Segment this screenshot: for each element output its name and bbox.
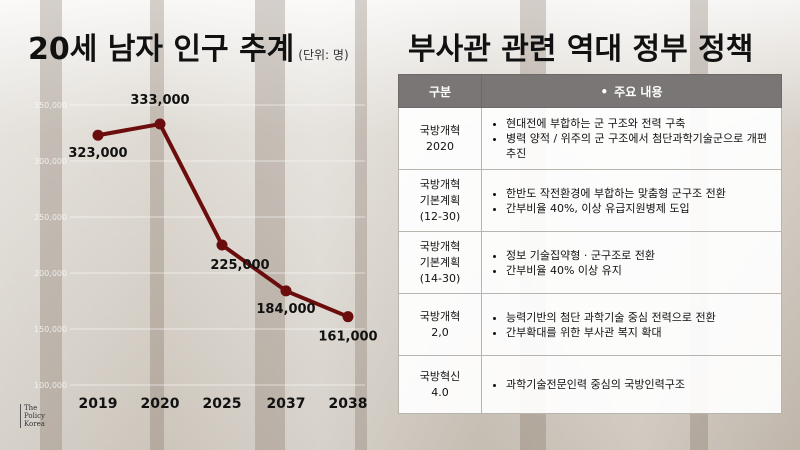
y-tick-label: 100,000 [34,381,67,390]
policy-content: 현대전에 부합하는 군 구조와 전력 구축병력 양적 / 위주의 군 구조에서 … [481,107,782,170]
policy-category-line: 2,0 [431,325,449,339]
header-category: 구분 [398,74,482,108]
policy-content: 한반도 작전환경에 부합하는 맞춤형 군구조 전환간부비율 40%, 이상 유급… [481,169,782,232]
logo-line-1: The [24,404,38,412]
table-title: 부사관 관련 역대 정부 정책 [408,32,754,67]
logo-line-3: Korea [24,420,45,428]
policy-item: 한반도 작전환경에 부합하는 맞춤형 군구조 전환 [506,186,773,201]
policy-item: 간부확대를 위한 부사관 복지 확대 [506,325,773,340]
chart-unit: (단위: 명) [298,48,349,62]
data-label: 323,000 [68,146,127,161]
policy-item: 과학기술전문인력 중심의 국방인력구조 [506,377,773,392]
policy-table: 구분 • 주요 내용 국방개혁 2020 현대전에 부합하는 군 구조와 전력 구축병… [398,74,782,414]
policy-category-line: 4.0 [431,385,449,399]
x-tick-label: 2037 [267,396,306,412]
header-content-text: 주요 내용 [614,84,663,99]
y-tick-label: 350,000 [34,101,67,110]
policy-category-line: 기본계획 [419,193,461,207]
policy-category-line: 2020 [426,139,454,153]
x-tick-label: 2020 [141,396,180,412]
x-tick-label: 2019 [79,396,118,412]
header-bullet: • [600,84,609,99]
policy-category-line: (12-30) [419,209,461,223]
data-label: 225,000 [210,258,269,273]
data-label: 333,000 [130,93,189,108]
logo-line-2: Policy [24,412,45,420]
header-content: • 주요 내용 [481,74,782,108]
population-line-chart: 100,000 150,000 200,000 250,000 300,000 350,0… [34,93,378,412]
x-tick-label: 2025 [203,396,242,412]
data-point [216,239,228,251]
policy-item: 병력 양적 / 위주의 군 구조에서 첨단과학기술군으로 개편 추진 [506,131,773,161]
data-label: 184,000 [256,302,315,317]
chart-title-text: 20세 남자 인구 추계 [28,32,295,67]
policy-category-line: (14-30) [419,271,461,285]
y-tick-label: 150,000 [34,325,67,334]
data-label: 161,000 [318,330,377,345]
data-point [342,311,354,323]
y-tick-label: 250,000 [34,213,67,222]
policy-row: 국방혁신 4.0 과학기술전문인력 중심의 국방인력구조 [398,355,782,414]
policy-category-line: 국방개혁 [419,123,461,137]
data-point [154,118,166,130]
policy-category-line: 국방혁신 [419,369,461,383]
x-tick-label: 2038 [329,396,368,412]
series-line [97,122,349,319]
policy-content: 능력기반의 첨단 과학기술 중심 전력으로 전환간부확대를 위한 부사관 복지 … [481,293,782,356]
policy-category-line: 기본계획 [419,255,461,269]
policy-category-line: 국방개혁 [419,309,461,323]
policy-item: 정보 기술집약형 · 군구조로 전환 [506,248,773,263]
policy-content: 정보 기술집약형 · 군구조로 전환간부비율 40% 이상 유지 [481,231,782,294]
policy-category: 국방개혁 2,0 [398,293,482,356]
policy-category: 국방혁신 4.0 [398,355,482,414]
policy-item: 간부비율 40%, 이상 유급지원병제 도입 [506,201,773,216]
policy-item: 능력기반의 첨단 과학기술 중심 전력으로 전환 [506,310,773,325]
y-tick-label: 300,000 [34,157,67,166]
policy-category-line: 국방개혁 [419,177,461,191]
policy-row: 국방개혁 2,0 능력기반의 첨단 과학기술 중심 전력으로 전환간부확대를 위한 … [398,293,782,356]
policy-category: 국방개혁 2020 [398,107,482,170]
policy-item: 간부비율 40% 이상 유지 [506,263,773,278]
policy-item: 현대전에 부합하는 군 구조와 전력 구축 [506,116,773,131]
logo: The Policy Korea [20,404,45,428]
policy-content: 과학기술전문인력 중심의 국방인력구조 [481,355,782,414]
policy-category-line: 국방개혁 [419,239,461,253]
data-point [280,285,292,297]
chart-title: 20세 남자 인구 추계 (단위: 명) [28,24,349,68]
data-point [92,129,104,141]
y-tick-label: 200,000 [34,269,67,278]
table-header-row: 구분 • 주요 내용 [398,74,782,108]
policy-row: 국방개혁 2020 현대전에 부합하는 군 구조와 전력 구축병력 양적 / 위주의… [398,107,782,170]
